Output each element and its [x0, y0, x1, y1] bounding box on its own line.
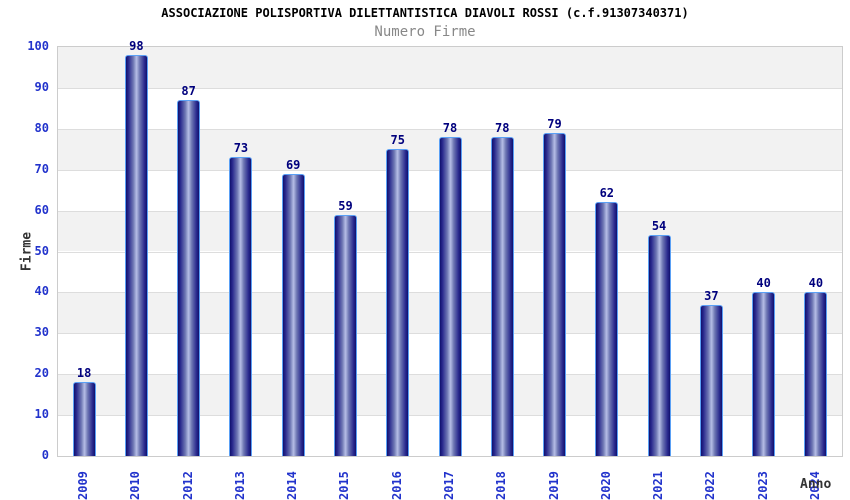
bar-value-label: 54: [651, 219, 667, 234]
x-tick-label: 2020: [598, 471, 613, 500]
bar-value-label: 40: [808, 276, 824, 291]
bar-value-label: 40: [756, 276, 771, 291]
bar: [647, 235, 671, 456]
x-tick-label: 2013: [232, 471, 247, 500]
bar: [752, 292, 776, 456]
bar: [177, 100, 201, 456]
y-tick-label: 50: [34, 243, 49, 258]
bar-value-label: 98: [129, 39, 144, 54]
bar: [490, 136, 514, 456]
chart-title: ASSOCIAZIONE POLISPORTIVA DILETTANTISTIC…: [161, 6, 689, 20]
bar-value-label: 75: [390, 133, 405, 148]
x-tick-label: 2009: [76, 471, 91, 500]
x-tick-label: 2010: [128, 471, 143, 500]
x-axis-title: Anno: [800, 477, 832, 492]
bar-value-label: 18: [76, 366, 92, 381]
y-tick-label: 70: [34, 161, 49, 176]
plot-area: 18 98 87 73 69 59 75 78 78 79 62 54 37 40 40: [57, 39, 843, 457]
bar: [333, 214, 357, 456]
y-tick-label: 10: [34, 407, 49, 422]
y-tick-label: 100: [27, 39, 49, 53]
x-tick-label: 2017: [442, 471, 456, 500]
x-tick-label: 2015: [337, 471, 352, 500]
y-tick-label: 60: [34, 202, 49, 217]
bar: [438, 136, 462, 456]
bar: [281, 173, 305, 456]
bar-value-label: 73: [233, 141, 249, 156]
y-tick-label: 90: [34, 79, 49, 94]
x-tick-label: 2019: [546, 471, 561, 500]
x-tick-label: 2018: [494, 471, 509, 500]
x-tick-label: 2022: [703, 471, 718, 500]
gridline: [58, 128, 842, 130]
bar-value-label: 69: [285, 157, 301, 172]
bar: [804, 292, 828, 456]
bar-value-label: 62: [599, 186, 615, 201]
x-tick-label: 2021: [651, 471, 666, 500]
bar: [543, 132, 567, 456]
bar-value-label: 79: [547, 116, 562, 131]
bar-value-label: 78: [495, 120, 510, 135]
bar-value-label: 87: [181, 84, 196, 99]
chart-subtitle: Numero Firme: [374, 24, 476, 40]
bar: [699, 304, 723, 456]
bar: [124, 55, 148, 456]
bar: [595, 202, 619, 456]
bar: [72, 382, 96, 456]
x-tick-label: 2016: [389, 471, 404, 500]
gridline: [58, 87, 842, 89]
bar-value-label: 78: [442, 120, 458, 135]
y-tick-label: 20: [34, 366, 49, 381]
x-tick-label: 2014: [285, 471, 300, 500]
y-tick-label: 0: [41, 448, 49, 462]
x-tick-label: 2012: [180, 471, 195, 500]
x-tick-label: 2023: [755, 471, 770, 500]
bar: [386, 149, 410, 456]
plot-band: [58, 47, 842, 88]
bar-value-label: 37: [704, 288, 719, 303]
y-tick-label: 40: [34, 284, 49, 299]
y-tick-label: 80: [34, 120, 49, 135]
bar-value-label: 59: [338, 198, 353, 213]
y-tick-label: 30: [34, 325, 49, 340]
x-axis: 2009 2010 2012 2013 2014 2015 2016 2017 2018 2019…: [57, 456, 841, 500]
bar: [229, 157, 253, 456]
